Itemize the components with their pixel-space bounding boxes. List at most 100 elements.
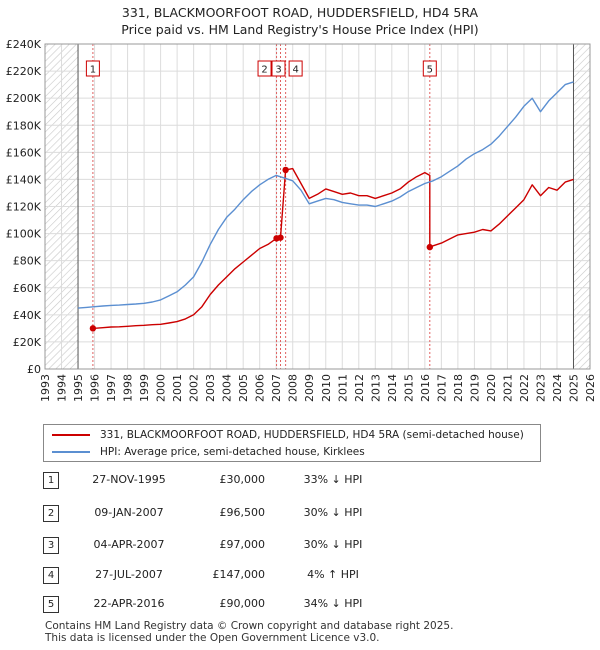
sale-price: £147,000 [212, 568, 266, 581]
y-tick-label: £120K [6, 201, 42, 214]
sale-price: £97,000 [219, 538, 266, 551]
sale-date: 09-JAN-2007 [94, 506, 164, 519]
sale-date: 27-JUL-2007 [95, 568, 163, 581]
x-tick-label: 2023 [534, 374, 547, 402]
y-tick-label: £160K [6, 146, 42, 159]
sale-row: 2 09-JAN-2007 £96,500 30% ↓ HPI [43, 504, 443, 522]
x-tick-label: 2011 [336, 374, 349, 402]
sale-date: 27-NOV-1995 [92, 473, 166, 486]
legend-swatch-property [52, 434, 90, 436]
x-tick-label: 2014 [386, 374, 399, 402]
legend: 331, BLACKMOORFOOT ROAD, HUDDERSFIELD, H… [43, 424, 541, 462]
x-tick-label: 1997 [105, 374, 118, 402]
sale-number-badge: 4 [43, 567, 59, 584]
x-tick-label: 2007 [270, 374, 283, 402]
title-line-1: 331, BLACKMOORFOOT ROAD, HUDDERSFIELD, H… [121, 5, 479, 20]
sale-row: 4 27-JUL-2007 £147,000 4% ↑ HPI [43, 566, 443, 584]
sale-hpi-diff: 30% ↓ HPI [303, 538, 363, 551]
x-tick-label: 2002 [188, 374, 201, 402]
sale-label-text: 2 [261, 65, 267, 76]
sale-price: £30,000 [219, 473, 266, 486]
sale-label-text: 4 [292, 65, 298, 76]
x-tick-label: 2008 [287, 374, 300, 402]
legend-label-hpi: HPI: Average price, semi-detached house,… [100, 446, 365, 458]
sale-hpi-diff: 34% ↓ HPI [303, 597, 363, 610]
sale-date: 04-APR-2007 [93, 538, 165, 551]
x-tick-label: 2003 [204, 374, 217, 402]
y-tick-label: £40K [13, 309, 42, 322]
x-tick-label: 2009 [303, 374, 316, 402]
x-tick-label: 2024 [551, 374, 564, 402]
x-tick-label: 2026 [584, 374, 597, 402]
sale-label-box [85, 60, 100, 77]
plot-frame [44, 43, 591, 370]
sale-row: 5 22-APR-2016 £90,000 34% ↓ HPI [43, 595, 443, 613]
x-tick-label: 2012 [353, 374, 366, 402]
x-tick-label: 2017 [435, 374, 448, 402]
hpi-line [77, 81, 574, 309]
sale-label-box [271, 60, 286, 77]
footer-copyright: Contains HM Land Registry data © Crown c… [45, 620, 454, 632]
y-tick-label: £100K [6, 228, 42, 241]
x-tick-label: 2020 [485, 374, 498, 402]
x-tick-label: 1996 [89, 374, 102, 402]
sale-point [89, 325, 97, 332]
y-tick-label: £60K [13, 282, 42, 295]
sale-label-box [422, 60, 437, 77]
x-tick-label: 2025 [567, 374, 580, 402]
property-price-line [92, 167, 574, 330]
title-line-2: Price paid vs. HM Land Registry's House … [121, 22, 479, 37]
sale-label-text: 3 [275, 65, 281, 76]
sale-number-badge: 2 [43, 505, 59, 522]
y-tick-label: £200K [6, 92, 42, 105]
y-tick-label: £180K [6, 119, 42, 132]
sale-number-badge: 5 [43, 596, 59, 613]
sale-point [277, 234, 284, 241]
y-tick-label: £240K [6, 38, 42, 51]
sale-label-text: 1 [90, 65, 96, 76]
legend-swatch-hpi [52, 451, 90, 453]
footer: Contains HM Land Registry data © Crown c… [45, 620, 453, 644]
y-tick-label: £140K [6, 173, 42, 186]
sale-number-badge: 1 [43, 472, 59, 489]
y-tick-label: £220K [6, 65, 42, 78]
sale-point [426, 243, 434, 251]
sale-hpi-diff: 30% ↓ HPI [303, 506, 363, 519]
y-tick-label: £80K [13, 255, 42, 268]
sale-date: 22-APR-2016 [93, 597, 165, 610]
sale-row: 1 27-NOV-1995 £30,000 33% ↓ HPI [43, 471, 443, 489]
sale-hpi-diff: 33% ↓ HPI [303, 473, 363, 486]
x-tick-label: 2015 [402, 374, 415, 402]
sale-price: £96,500 [219, 506, 266, 519]
x-tick-label: 2010 [320, 374, 333, 402]
x-tick-label: 1998 [122, 374, 135, 402]
x-tick-label: 2021 [501, 374, 514, 402]
x-tick-label: 2022 [518, 374, 531, 402]
chart-title: 331, BLACKMOORFOOT ROAD, HUDDERSFIELD, H… [0, 4, 600, 38]
x-tick-label: 1999 [138, 374, 151, 402]
x-tick-label: 2013 [369, 374, 382, 402]
sale-point [282, 166, 289, 174]
sale-number-badge: 3 [43, 537, 59, 554]
x-tick-label: 1995 [72, 374, 85, 402]
x-tick-label: 2019 [468, 374, 481, 402]
sale-label-box [257, 60, 272, 77]
sale-hpi-diff: 4% ↑ HPI [307, 568, 359, 581]
sale-label-box [288, 60, 303, 77]
sale-label-text: 5 [427, 65, 433, 76]
x-tick-label: 1993 [39, 374, 52, 402]
price-chart: 1 2 3 4 5 £0 £20K £40K £60K £80K £100K £120K £140K £1… [6, 38, 597, 402]
x-tick-label: 2006 [254, 374, 267, 402]
x-tick-label: 2016 [419, 374, 432, 402]
y-tick-label: £0 [27, 363, 41, 376]
sale-price: £90,000 [219, 597, 266, 610]
x-tick-label: 2004 [221, 374, 234, 402]
x-tick-label: 2001 [171, 374, 184, 402]
x-tick-label: 2018 [452, 374, 465, 402]
x-tick-label: 2005 [237, 374, 250, 402]
x-tick-label: 2000 [155, 374, 168, 402]
sale-row: 3 04-APR-2007 £97,000 30% ↓ HPI [43, 536, 443, 554]
legend-label-property: 331, BLACKMOORFOOT ROAD, HUDDERSFIELD, H… [100, 429, 524, 441]
x-tick-label: 1994 [56, 374, 69, 402]
footer-licence: This data is licensed under the Open Gov… [45, 632, 380, 644]
